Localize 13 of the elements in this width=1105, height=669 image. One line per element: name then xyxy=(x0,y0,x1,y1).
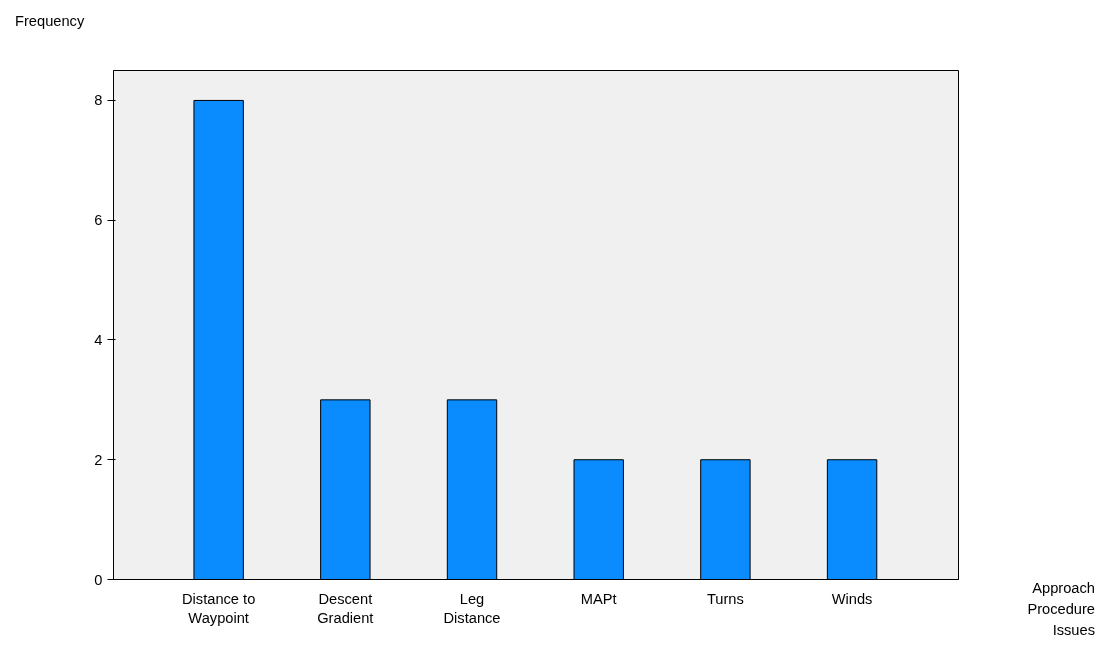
x-axis-title: Approach Procedure Issues xyxy=(1027,579,1095,640)
y-tick-label: 4 xyxy=(94,331,103,348)
x-tick-label: Leg Distance xyxy=(443,590,501,626)
y-tick-label: 8 xyxy=(94,92,103,109)
x-tick-label: Winds xyxy=(831,590,873,607)
y-tick-label: 2 xyxy=(94,451,103,468)
y-tick-label: 0 xyxy=(94,571,103,588)
x-tick-label: MAPt xyxy=(580,590,617,607)
x-tick-label: Distance to Waypoint xyxy=(181,590,256,626)
y-tick-label: 6 xyxy=(94,212,103,229)
y-axis-title: Frequency xyxy=(15,12,85,31)
x-tick-label: Descent Gradient xyxy=(317,590,374,626)
x-tick-label: Turns xyxy=(706,590,744,607)
